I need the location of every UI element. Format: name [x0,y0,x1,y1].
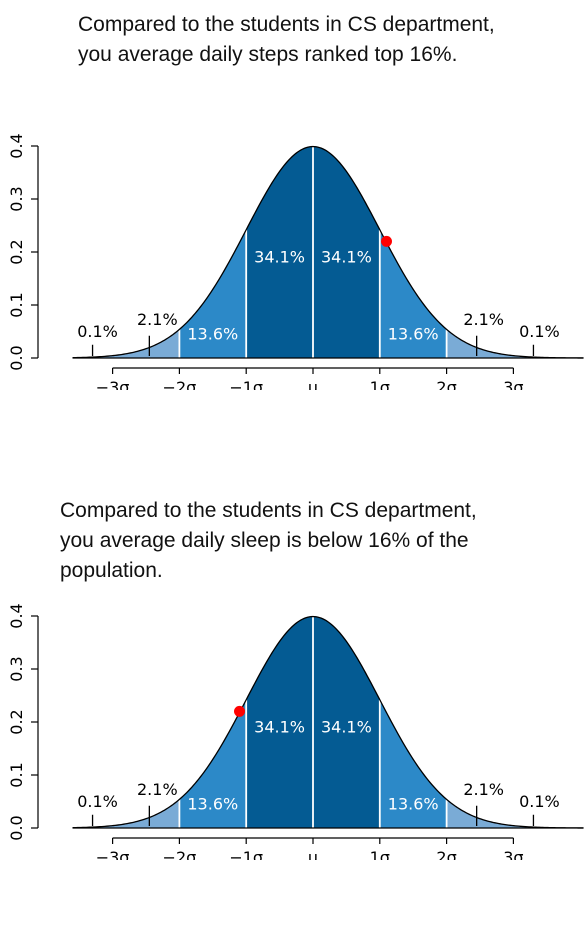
band-percent-label: 2.1% [137,310,178,329]
x-tick-label: 3σ [503,848,523,860]
y-tick-label: 0.4 [7,603,26,628]
y-tick-label: 0.2 [7,709,26,734]
y-tick-label: 0.0 [7,345,26,370]
x-tick-label: 1σ [370,378,390,390]
sleep-normal-distribution-chart: 0.0 0.1 0.2 0.3 0.4 −3σ −2σ −1σ μ 1σ 2σ 3σ 2.1% 13.6%… [7,603,584,860]
sleep-caption-line-1: Compared to the students in CS departmen… [60,499,477,522]
x-tick-label: 3σ [503,378,523,390]
y-tick-label: 0.1 [7,292,26,317]
band-area [446,329,514,358]
band-percent-label: 34.1% [254,248,305,267]
band-percent-label: 2.1% [137,780,178,799]
band-area [112,329,180,358]
tail-percent-label: 0.1% [77,792,118,811]
band-area [112,799,180,828]
tail-percent-label: 0.1% [519,322,560,341]
sleep-caption: Compared to the students in CS departmen… [60,496,477,586]
tail-percent-label: 0.1% [519,792,560,811]
x-tick-label: 2σ [436,848,456,860]
band-percent-label: 2.1% [463,780,504,799]
density-curve [72,145,584,359]
steps-caption: Compared to the students in CS departmen… [78,10,495,70]
x-tick-label: −3σ [96,848,130,860]
y-tick-label: 0.3 [7,656,26,681]
x-tick-label: −1σ [229,848,263,860]
user-position-marker [380,235,392,247]
band-percent-label: 13.6% [388,324,439,343]
band-percent-label: 34.1% [254,718,305,737]
x-tick-label: −2σ [163,378,197,390]
sleep-caption-line-2: you average daily sleep is below 16% of … [60,529,469,552]
steps-caption-line-1: Compared to the students in CS departmen… [78,13,495,36]
steps-caption-line-2: you average daily steps ranked top 16%. [78,43,458,66]
band-percent-label: 13.6% [187,794,238,813]
x-tick-label: 1σ [370,848,390,860]
y-tick-label: 0.2 [7,239,26,264]
y-tick-label: 0.4 [7,133,26,158]
band-percent-label: 13.6% [388,794,439,813]
x-tick-label: −2σ [163,848,197,860]
x-tick-label: μ [308,378,318,390]
x-tick-label: −1σ [229,378,263,390]
x-tick-label: −3σ [96,378,130,390]
tail-percent-label: 0.1% [77,322,118,341]
sleep-caption-line-3: population. [60,559,163,582]
band-area [446,799,514,828]
steps-normal-distribution-chart: 0.0 0.1 0.2 0.3 0.4 −3σ −2σ −1σ μ 1σ 2σ 3σ 2.1% 13.6%… [7,133,584,390]
band-percent-label: 34.1% [321,248,372,267]
band-percent-label: 2.1% [463,310,504,329]
x-tick-label: 2σ [436,378,456,390]
y-tick-label: 0.3 [7,186,26,211]
user-position-marker [234,705,246,717]
band-percent-label: 13.6% [187,324,238,343]
x-tick-label: μ [308,848,318,860]
y-tick-label: 0.1 [7,762,26,787]
density-curve [72,615,584,829]
y-tick-label: 0.0 [7,815,26,840]
band-percent-label: 34.1% [321,718,372,737]
